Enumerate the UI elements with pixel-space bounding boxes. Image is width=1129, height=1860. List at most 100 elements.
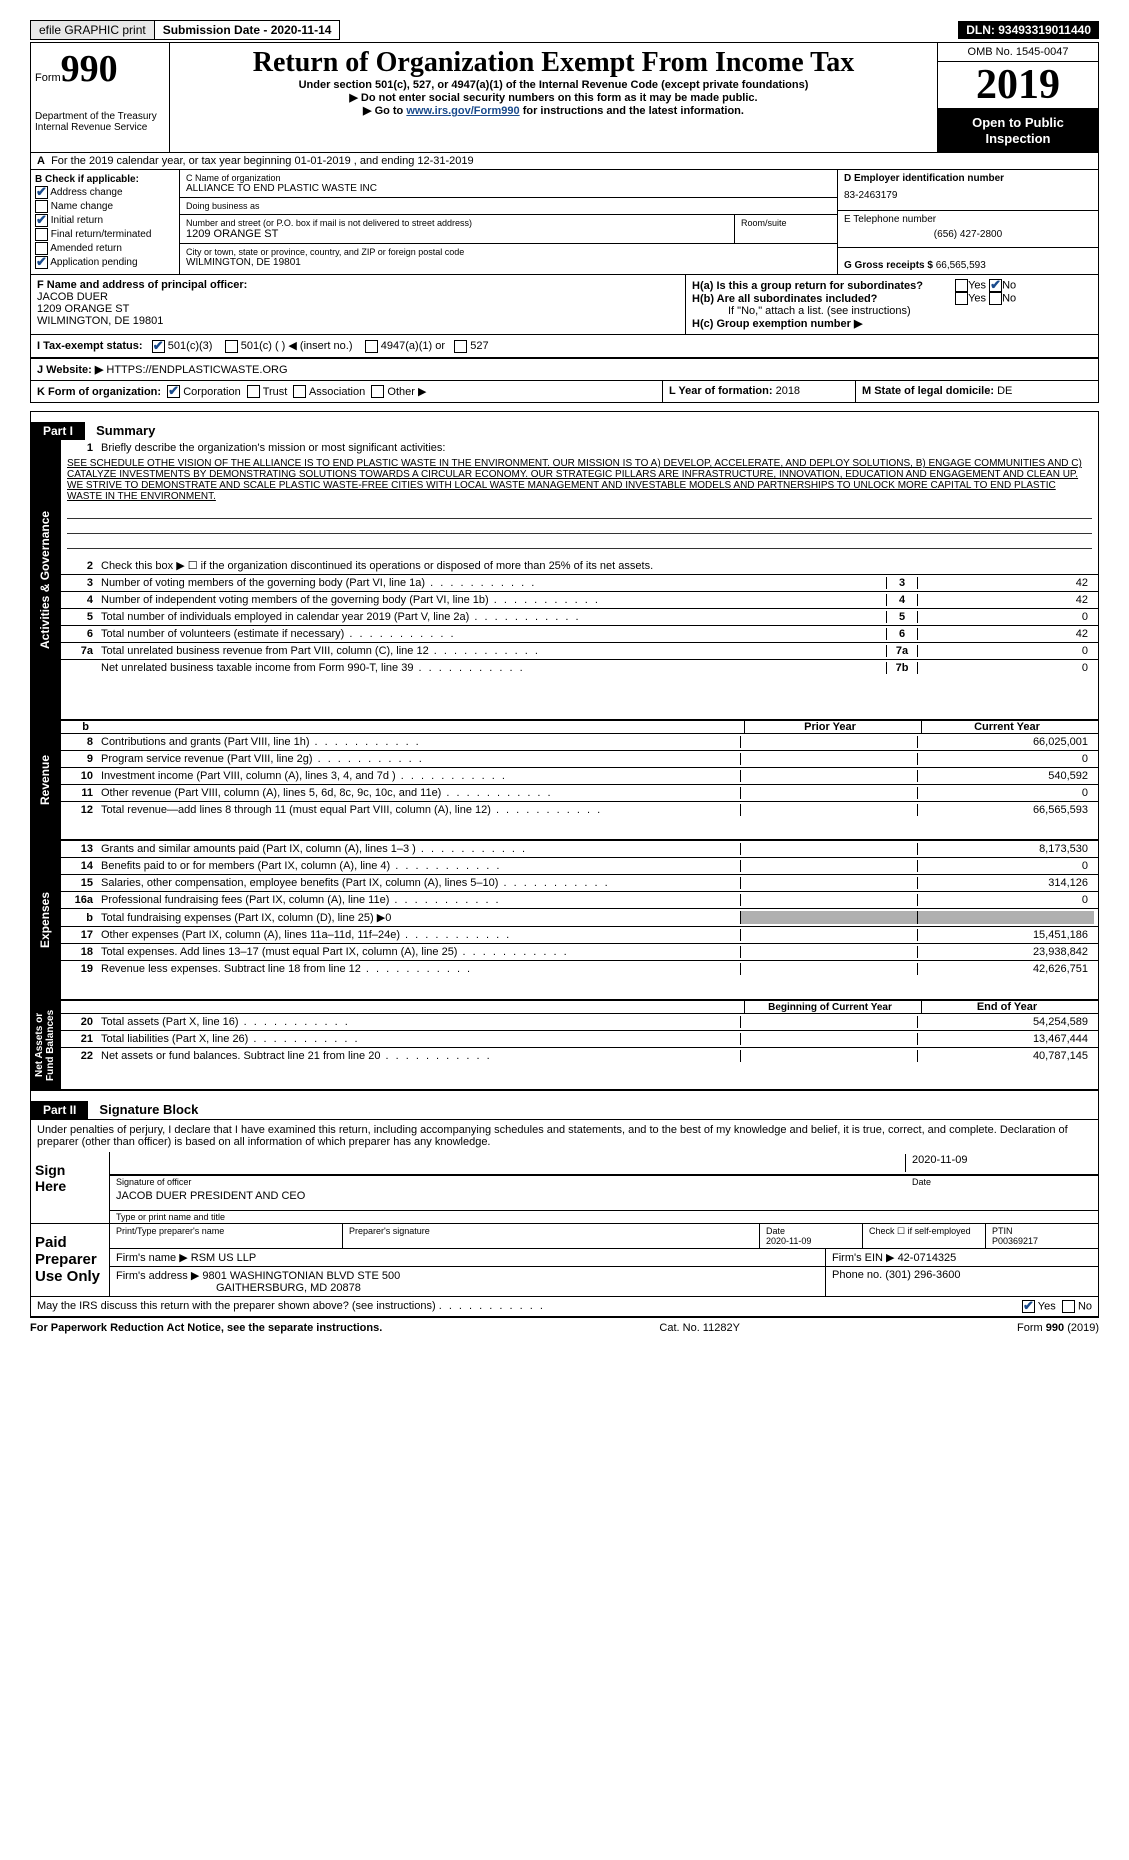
ein-lbl: D Employer identification number	[844, 173, 1004, 184]
room-lbl: Room/suite	[735, 215, 837, 243]
name-title-lbl: Type or print name and title	[110, 1210, 1098, 1223]
blank-line	[67, 506, 1092, 519]
prior-val	[740, 946, 917, 958]
lbl-app-pending: Application pending	[50, 257, 137, 268]
prior-val	[740, 894, 917, 906]
chk-hb-yes[interactable]	[955, 292, 968, 305]
chk-may-no[interactable]	[1062, 1300, 1075, 1313]
prior-val	[740, 860, 917, 872]
gross-lbl: G Gross receipts $	[844, 260, 933, 271]
firm-ein: 42-0714325	[898, 1252, 957, 1264]
chk-4947[interactable]	[365, 340, 378, 353]
line-text: Total number of individuals employed in …	[101, 611, 886, 623]
line-box: 5	[886, 611, 918, 623]
line-text: Salaries, other compensation, employee b…	[101, 877, 740, 889]
line-num: 17	[65, 929, 101, 941]
paid-prep-lbl: Paid Preparer Use Only	[31, 1224, 109, 1296]
ha-lbl: H(a) Is this a group return for subordin…	[692, 280, 952, 292]
chk-ha-yes[interactable]	[955, 279, 968, 292]
chk-address-change[interactable]	[35, 186, 48, 199]
website-val: HTTPS://ENDPLASTICWASTE.ORG	[106, 364, 287, 376]
chk-other[interactable]	[371, 385, 384, 398]
blank-line	[67, 521, 1092, 534]
vtab-netassets: Net Assets or Fund Balances	[30, 1000, 60, 1090]
yes-lbl2: Yes	[968, 293, 986, 305]
line-text: Professional fundraising fees (Part IX, …	[101, 894, 740, 906]
prep-sig-lbl: Preparer's signature	[343, 1224, 760, 1248]
chk-trust[interactable]	[247, 385, 260, 398]
chk-assoc[interactable]	[293, 385, 306, 398]
chk-corp[interactable]	[167, 385, 180, 398]
curr-val: 540,592	[917, 770, 1094, 782]
hb-lbl: H(b) Are all subordinates included?	[692, 293, 952, 305]
chk-final-return[interactable]	[35, 228, 48, 241]
curr-val: 40,787,145	[917, 1050, 1094, 1062]
prior-val	[740, 804, 917, 816]
date-lbl: Date	[906, 1175, 1098, 1188]
line-num: 11	[65, 787, 101, 799]
line-num: 15	[65, 877, 101, 889]
officer-name: JACOB DUER	[37, 291, 108, 303]
line-num: 12	[65, 804, 101, 816]
hb2-text: If "No," attach a list. (see instruction…	[692, 305, 1092, 317]
line-text: Net assets or fund balances. Subtract li…	[101, 1050, 740, 1062]
section-fhij: F Name and address of principal officer:…	[30, 275, 1099, 381]
prep-date-val: 2020-11-09	[766, 1236, 811, 1246]
irs-link[interactable]: www.irs.gov/Form990	[406, 105, 519, 117]
line-text: Investment income (Part VIII, column (A)…	[101, 770, 740, 782]
chk-501c[interactable]	[225, 340, 238, 353]
501c3-lbl: 501(c)(3)	[168, 340, 213, 352]
chk-hb-no[interactable]	[989, 292, 1002, 305]
ftr-left: For Paperwork Reduction Act Notice, see …	[30, 1322, 382, 1334]
topbar: efile GRAPHIC print Submission Date - 20…	[30, 20, 1099, 40]
line-box: 6	[886, 628, 918, 640]
lines-a: 3 Number of voting members of the govern…	[61, 574, 1098, 676]
lines-net: 20 Total assets (Part X, line 16) 54,254…	[61, 1013, 1098, 1064]
gross-val: 66,565,593	[936, 260, 986, 271]
other-lbl: Other ▶	[387, 386, 426, 398]
omb-number: OMB No. 1545-0047	[938, 43, 1098, 62]
prior-val	[740, 770, 917, 782]
chk-may-yes[interactable]	[1022, 1300, 1035, 1313]
corp-lbl: Corporation	[183, 386, 240, 398]
prep-name-lbl: Print/Type preparer's name	[110, 1224, 343, 1248]
part1-hdr: Part I	[31, 422, 85, 440]
line-num: 22	[65, 1050, 101, 1062]
ptin-lbl: PTIN	[992, 1226, 1013, 1236]
street-addr: 1209 ORANGE ST	[186, 228, 728, 240]
may-discuss-row: May the IRS discuss this return with the…	[30, 1297, 1099, 1317]
form-title: Return of Organization Exempt From Incom…	[174, 47, 933, 79]
org-name: ALLIANCE TO END PLASTIC WASTE INC	[186, 183, 831, 194]
line-num: b	[65, 912, 101, 924]
penalties-text: Under penalties of perjury, I declare th…	[30, 1119, 1099, 1152]
m-lbl: M State of legal domicile:	[862, 385, 994, 397]
chk-501c3[interactable]	[152, 340, 165, 353]
prior-val	[740, 929, 917, 941]
col-prior-hdr: Prior Year	[744, 721, 921, 733]
sig-date: 2020-11-09	[905, 1154, 1092, 1172]
col-b-hdr: b	[61, 721, 97, 733]
line-num: 5	[65, 611, 101, 623]
dba-lbl: Doing business as	[186, 201, 831, 211]
line-num: 21	[65, 1033, 101, 1045]
chk-ha-no[interactable]	[989, 279, 1002, 292]
lines-rev: 8 Contributions and grants (Part VIII, l…	[61, 733, 1098, 818]
f-lbl: F Name and address of principal officer:	[37, 279, 247, 291]
chk-app-pending[interactable]	[35, 256, 48, 269]
prior-val	[740, 1033, 917, 1045]
officer-addr1: 1209 ORANGE ST	[37, 303, 129, 315]
open-public: Open to Public Inspection	[938, 109, 1098, 152]
col-b: B Check if applicable: Address change Na…	[31, 170, 180, 274]
chk-527[interactable]	[454, 340, 467, 353]
curr-val: 15,451,186	[917, 929, 1094, 941]
tax-year: 2019	[938, 62, 1098, 109]
chk-initial-return[interactable]	[35, 214, 48, 227]
line-num: 10	[65, 770, 101, 782]
lbl-address-change: Address change	[50, 187, 122, 198]
curr-val: 66,565,593	[917, 804, 1094, 816]
year-formation: 2018	[776, 385, 800, 397]
part1-netassets: Net Assets or Fund Balances Beginning of…	[30, 1000, 1099, 1090]
form-header: Form990 Department of the Treasury Inter…	[30, 42, 1099, 153]
efile-btn[interactable]: efile GRAPHIC print	[30, 20, 155, 40]
domicile-state: DE	[997, 385, 1012, 397]
